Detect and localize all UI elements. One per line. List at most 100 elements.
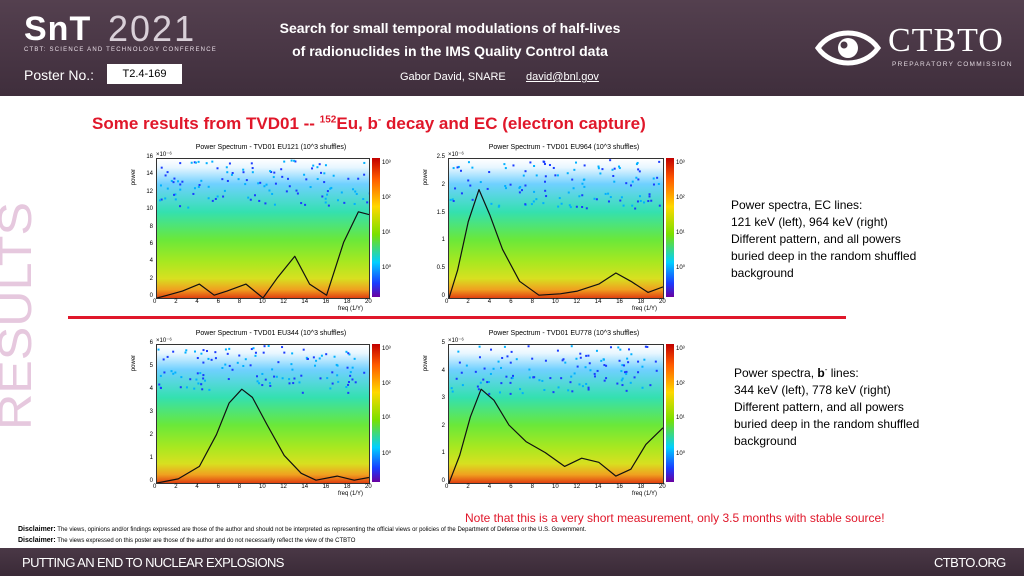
x-tick-label: 12 [280,299,287,305]
disclaimer-text: The views, opinions and/or findings expr… [56,527,586,533]
desc-line: Different pattern, and all powers [731,231,916,248]
color-scale-tick: 10³ [676,346,685,352]
org-subtitle: PREPARATORY COMMISSION [892,61,1013,68]
y-tick-label: 4 [150,258,153,264]
poster-label: Poster No.: [24,67,94,83]
x-tick-label: 14 [301,299,308,305]
disclaimer-1: Disclaimer: The views, opinions and/or f… [18,526,586,533]
y-axis-label: power [423,169,429,185]
disclaimer-text: The views expressed on this poster are t… [56,538,356,544]
x-tick-label: 10 [259,299,266,305]
color-scale-tick: 10⁰ [676,264,685,271]
x-tick-label: 4 [195,484,198,490]
org-name: CTBTO [888,22,1004,60]
y-axis-label: power [131,355,137,371]
x-tick-label: 16 [323,299,330,305]
results-side-label: RESULTS [0,200,37,430]
desc-line: background [734,433,919,450]
y-exponent-label: ×10⁻⁶ [448,337,464,344]
isotope-name: Eu, b [336,114,378,133]
x-tick-label: 20 [365,484,372,490]
plot-title: Power Spectrum - TVD01 EU778 (10^3 shuff… [428,330,700,337]
x-axis-label: freq (1/Y) [632,306,657,312]
x-axis-label: freq (1/Y) [338,306,363,312]
x-tick-label: 2 [466,484,469,490]
y-exponent-label: ×10⁻⁶ [448,151,464,158]
brand-year: 2021 [108,8,196,50]
desc-line: 344 keV (left), 778 keV (right) [734,382,919,399]
y-tick-label: 3 [150,409,153,415]
y-tick-label: 16 [146,154,153,160]
x-tick-label: 8 [238,299,241,305]
y-axis-label: power [423,355,429,371]
y-tick-label: 2 [150,432,153,438]
x-tick-label: 4 [488,484,491,490]
spectrum-curve [157,159,369,298]
y-axis-label: power [131,169,137,185]
y-exponent-label: ×10⁻⁶ [156,151,172,158]
x-tick-label: 14 [595,484,602,490]
x-tick-label: 16 [616,299,623,305]
y-tick-label: 1 [150,455,153,461]
x-tick-label: 20 [659,299,666,305]
x-tick-label: 20 [365,299,372,305]
y-tick-label: 12 [146,189,153,195]
color-scale-bar [372,158,380,297]
color-scale-tick: 10⁰ [676,450,685,457]
color-scale-tick: 10² [676,381,685,387]
desc-text: Power spectra, [734,366,817,380]
brand-logo-text: SnT [24,10,91,49]
x-tick-label: 18 [638,299,645,305]
color-scale-tick: 10¹ [382,230,391,236]
color-scale-bar [372,344,380,482]
plot-title: Power Spectrum - TVD01 EU121 (10^3 shuff… [136,144,406,151]
x-tick-label: 12 [280,484,287,490]
author-email-link[interactable]: david@bnl.gov [526,71,599,83]
x-tick-label: 2 [466,299,469,305]
x-tick-label: 14 [595,299,602,305]
footer-website-link[interactable]: CTBTO.ORG [934,555,1006,570]
power-spectrum-plot-eu964: Power Spectrum - TVD01 EU964 (10^3 shuff… [428,144,700,319]
y-tick-label: 2.5 [437,154,445,160]
y-tick-label: 1 [442,450,445,456]
y-tick-label: 2 [442,182,445,188]
poster-title-line2: of radionuclides in the IMS Quality Cont… [250,43,650,59]
spectrum-curve [157,345,369,483]
desc-line: buried deep in the random shuffled [731,248,916,265]
x-axis-label: freq (1/Y) [632,491,657,497]
color-scale-bar [666,344,674,482]
plot-area [448,344,664,484]
x-tick-label: 6 [217,484,220,490]
spectrum-curve [449,159,663,298]
y-tick-label: 6 [150,241,153,247]
ec-lines-description: Power spectra, EC lines: 121 keV (left),… [731,197,916,282]
y-tick-label: 6 [150,340,153,346]
color-scale-tick: 10² [382,195,391,201]
disclaimer-label: Disclaimer: [18,537,56,544]
measurement-note: Note that this is a very short measureme… [465,511,885,525]
color-scale-tick: 10² [382,381,391,387]
y-tick-label: 0.5 [437,265,445,271]
power-spectrum-plot-eu121: Power Spectrum - TVD01 EU121 (10^3 shuff… [136,144,406,319]
x-tick-label: 0 [153,299,156,305]
x-tick-label: 18 [344,484,351,490]
x-tick-label: 8 [238,484,241,490]
poster-title-line1: Search for small temporal modulations of… [250,20,650,36]
color-scale-tick: 10¹ [676,230,685,236]
beta-lines-description: Power spectra, b- lines: 344 keV (left),… [734,361,919,450]
x-tick-label: 16 [323,484,330,490]
color-scale-tick: 10⁰ [382,264,391,271]
x-tick-label: 14 [301,484,308,490]
x-tick-label: 10 [552,484,559,490]
y-tick-label: 5 [150,363,153,369]
x-tick-label: 16 [616,484,623,490]
desc-line: Different pattern, and all powers [734,399,919,416]
desc-line: Power spectra, EC lines: [731,197,916,214]
x-tick-label: 10 [259,484,266,490]
x-tick-label: 12 [573,484,580,490]
plot-title: Power Spectrum - TVD01 EU964 (10^3 shuff… [428,144,700,151]
x-tick-label: 8 [531,484,534,490]
y-exponent-label: ×10⁻⁶ [156,337,172,344]
x-tick-label: 6 [509,299,512,305]
y-tick-label: 1 [442,237,445,243]
